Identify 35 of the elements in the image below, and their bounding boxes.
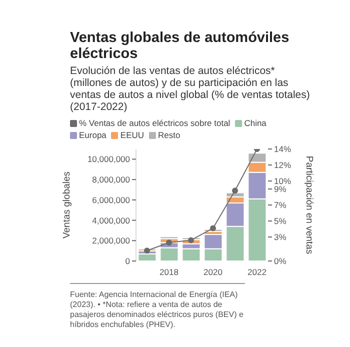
point xyxy=(210,225,216,232)
point xyxy=(232,188,238,194)
y-tick-label: 2,000,000 xyxy=(92,236,130,246)
chart-subtitle: Evolución de las ventas de autos eléctricos* (millones de autos) y de su participación en las ventas de autos a nivel global (% de ventas totales) (2017-2022) xyxy=(70,65,310,113)
y-tick-label: 8,000,000 xyxy=(92,174,130,185)
x-tick-label: 2022 xyxy=(248,267,267,278)
y2-axis-title: Participación en ventas xyxy=(304,156,315,254)
point xyxy=(166,240,172,246)
x-tick-label: 2020 xyxy=(204,267,223,278)
y2-tick-label: 14% xyxy=(274,144,292,154)
legend-label: Resto xyxy=(157,130,180,140)
point xyxy=(144,248,150,254)
y-tick-label: 6,000,000 xyxy=(92,194,130,205)
legend-label: EEUU xyxy=(119,130,144,140)
chart-title: Ventas globales de automóviles eléctricos xyxy=(70,30,290,62)
bar xyxy=(182,248,201,261)
y2-tick-label: 12% xyxy=(274,160,292,170)
y2-tick-label: 10% xyxy=(274,176,292,186)
y-tick-label: 0 xyxy=(125,256,130,266)
y-tick-label: 4,000,000 xyxy=(92,215,130,226)
point xyxy=(188,237,194,244)
bar xyxy=(160,247,179,261)
y2-tick-label: 0% xyxy=(274,256,287,266)
source-note: Fuente: Agencia Internacional de Energía (IEA) (2023). • *Nota: refiere a venta de autos de pasajeros denominados eléctricos puros (BEV) e híbridos enchufables (PHEV). xyxy=(70,290,244,330)
y-axis-title: Ventas globales xyxy=(61,171,72,239)
y-tick-label: 10,000,000 xyxy=(87,154,130,164)
x-tick-label: 2018 xyxy=(160,267,179,278)
y2-tick-label: 3% xyxy=(274,232,287,242)
legend-label: China xyxy=(243,118,266,128)
y2-tick-label: 5% xyxy=(274,216,287,226)
y2-tick-label: 9% xyxy=(274,184,287,194)
bar xyxy=(160,236,179,240)
legend-label: Europa xyxy=(78,130,106,140)
y2-tick-label: 7% xyxy=(274,200,287,210)
legend-label: % Ventas de autos eléctricos sobre total xyxy=(78,118,230,128)
